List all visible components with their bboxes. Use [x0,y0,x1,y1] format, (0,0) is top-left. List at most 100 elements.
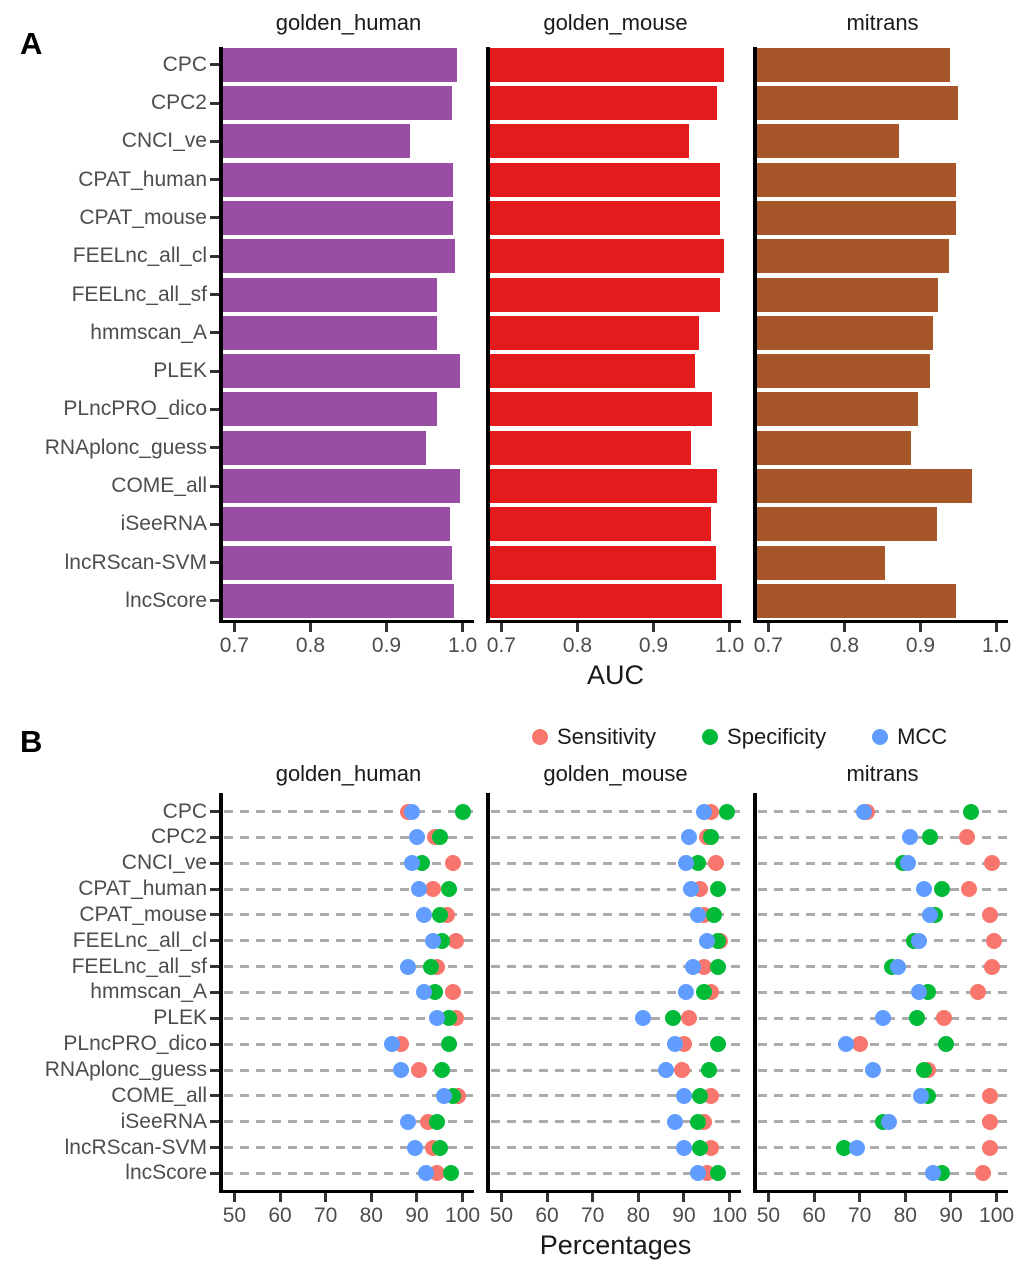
y-tick-label: FEELnc_all_cl [72,244,207,268]
dot-specificity [938,1036,955,1053]
x-tick [499,1193,503,1202]
legend-item-specificity: Specificity [702,724,826,750]
dot-specificity [908,1010,925,1027]
facet-title-panel-b: mitrans [846,761,919,786]
y-tick-label: CPC [162,52,207,76]
dot-mcc [849,1139,866,1156]
dot-specificity [429,1113,446,1130]
y-tick-label: CPAT_human [78,877,207,901]
x-tick-label: 90 [405,1204,429,1227]
dot-specificity [434,1062,451,1078]
x-tick [728,623,732,632]
y-tick-label: hmmscan_A [90,980,207,1004]
grid-line [491,810,742,813]
y-tick [210,178,219,182]
y-tick-label: CPAT_mouse [79,205,207,229]
bar [757,507,937,542]
bar [757,315,933,350]
grid-line [491,835,742,839]
y-tick-label: PLncPRO_dico [63,397,207,421]
y-axis-line [219,793,223,1193]
y-tick [210,1171,219,1175]
dot-specificity [710,1036,727,1053]
dot-mcc [436,1087,453,1104]
grid-line [224,1171,475,1175]
y-tick [210,293,219,296]
x-tick-label: 90 [672,1204,696,1227]
dot-mcc [429,1010,446,1027]
bar [757,545,885,580]
dot-mcc [881,1113,898,1130]
dot-sensitivity [696,958,713,975]
dot-specificity [703,829,720,846]
dot-specificity [710,881,727,898]
y-tick [210,939,219,943]
y-tick [210,887,219,891]
bar [490,86,718,120]
dot-mcc [890,958,907,975]
y-tick-label: CPC [162,799,207,823]
dot-specificity [440,1010,457,1027]
y-tick [210,599,219,603]
x-tick-label: 0.7 [486,634,516,657]
dot-sensitivity [851,1036,868,1053]
dot-mcc [689,906,706,923]
y-tick [210,522,219,526]
dot-sensitivity [707,855,724,872]
dot-mcc [696,803,713,820]
dot-mcc [383,1036,400,1053]
dot-sensitivity [936,1010,953,1027]
y-axis-line [486,793,490,1193]
dot-sensitivity [981,1087,998,1104]
dot-specificity [915,1062,932,1078]
dot-sensitivity [981,1113,998,1130]
bar [223,47,458,82]
y-tick-label: iSeeRNA [120,512,207,536]
grid-line [224,1042,475,1046]
x-tick-label: 80 [359,1204,383,1227]
x-tick-label: 0.7 [219,634,249,657]
x-tick [652,623,656,632]
x-tick [728,1193,732,1202]
dot-sensitivity [986,932,1003,949]
x-axis-line [486,620,741,623]
dot-sensitivity [970,984,987,1001]
x-tick [812,1193,816,1202]
y-tick [210,216,219,220]
grid-line [758,1171,1009,1175]
bar [490,124,689,159]
dot-mcc [911,932,927,949]
dot-sensitivity [411,1062,428,1078]
dot-mcc [856,803,873,820]
y-tick [210,1042,219,1046]
dot-mcc [698,932,715,949]
x-axis-line [219,1190,474,1193]
dot-mcc [678,984,695,1001]
x-tick [308,623,312,632]
y-tick [210,407,219,411]
dot-mcc [392,1062,409,1078]
dot-sensitivity [981,906,998,923]
grid-line [491,887,742,891]
y-tick [210,63,219,67]
grid-line [224,965,475,969]
grid-line [758,861,1009,865]
dot-mcc [913,1087,930,1104]
dot-mcc [915,881,932,898]
grid-line [224,913,475,917]
bar [223,200,453,235]
y-tick [210,1016,219,1020]
dot-sensitivity [958,829,975,846]
dot-specificity [701,1062,718,1078]
panel-b-tag: B [20,724,43,759]
dot-mcc [424,932,441,949]
bar [757,583,957,618]
x-tick [682,1193,686,1202]
dot-mcc [922,906,939,923]
x-tick-label: 0.9 [638,634,669,657]
dot-mcc [680,829,697,846]
x-tick [415,1193,419,1202]
bar [223,277,438,312]
bar [223,162,453,197]
grid-line [224,1120,475,1124]
